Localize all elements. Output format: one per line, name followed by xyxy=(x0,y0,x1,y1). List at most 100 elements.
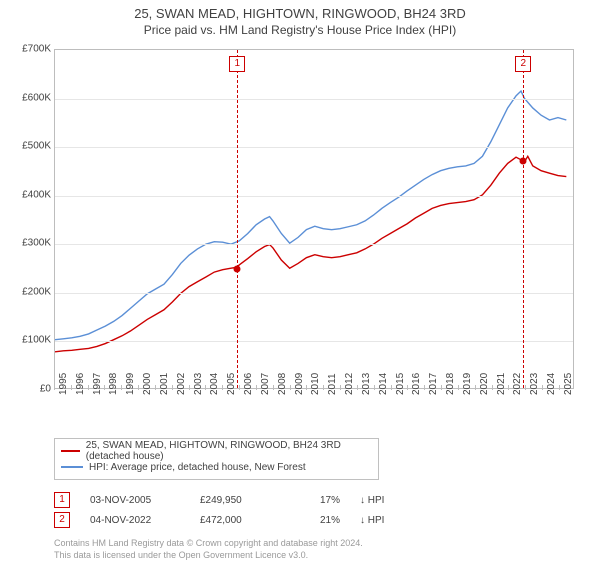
x-tick xyxy=(475,385,476,390)
transaction-badge: 2 xyxy=(54,512,70,528)
transaction-date: 04-NOV-2022 xyxy=(90,515,180,526)
y-tick-label: £600K xyxy=(9,92,51,103)
x-tick-label: 2021 xyxy=(496,373,507,395)
x-tick-label: 2002 xyxy=(176,373,187,395)
series-svg xyxy=(55,50,573,388)
legend-row: 25, SWAN MEAD, HIGHTOWN, RINGWOOD, BH24 … xyxy=(61,443,372,459)
marker-badge-2: 2 xyxy=(515,56,531,72)
gridline-h xyxy=(55,196,573,197)
transaction-pct: 21% xyxy=(300,515,340,526)
x-tick xyxy=(458,385,459,390)
chart-title-line2: Price paid vs. HM Land Registry's House … xyxy=(0,23,600,37)
x-tick-label: 2019 xyxy=(462,373,473,395)
transaction-badge: 1 xyxy=(54,492,70,508)
gridline-h xyxy=(55,293,573,294)
legend-swatch xyxy=(61,466,83,468)
x-tick xyxy=(155,385,156,390)
chart-title-block: 25, SWAN MEAD, HIGHTOWN, RINGWOOD, BH24 … xyxy=(0,6,600,37)
gridline-h xyxy=(55,244,573,245)
y-tick-label: £100K xyxy=(9,335,51,346)
marker-dot-2 xyxy=(520,157,527,164)
gridline-h xyxy=(55,147,573,148)
x-tick-label: 2025 xyxy=(563,373,574,395)
x-tick-label: 2014 xyxy=(378,373,389,395)
y-tick-label: £200K xyxy=(9,286,51,297)
footnote-line2: This data is licensed under the Open Gov… xyxy=(54,550,574,561)
legend-box: 25, SWAN MEAD, HIGHTOWN, RINGWOOD, BH24 … xyxy=(54,438,379,480)
x-tick xyxy=(71,385,72,390)
y-tick-label: £300K xyxy=(9,238,51,249)
gridline-h xyxy=(55,99,573,100)
x-tick xyxy=(290,385,291,390)
x-tick xyxy=(508,385,509,390)
x-tick xyxy=(424,385,425,390)
plot-area: 12 xyxy=(54,49,574,389)
x-tick xyxy=(374,385,375,390)
x-tick xyxy=(407,385,408,390)
x-tick-label: 1999 xyxy=(125,373,136,395)
y-tick-label: £0 xyxy=(9,384,51,395)
x-tick xyxy=(323,385,324,390)
x-tick-label: 2010 xyxy=(310,373,321,395)
x-tick-label: 2020 xyxy=(479,373,490,395)
x-tick xyxy=(525,385,526,390)
x-tick-label: 1995 xyxy=(58,373,69,395)
x-tick-label: 1998 xyxy=(108,373,119,395)
transaction-date: 03-NOV-2005 xyxy=(90,495,180,506)
x-tick xyxy=(222,385,223,390)
footnote-line1: Contains HM Land Registry data © Crown c… xyxy=(54,538,574,550)
marker-dot-1 xyxy=(234,265,241,272)
transaction-direction: ↓ HPI xyxy=(360,495,410,506)
marker-badge-1: 1 xyxy=(229,56,245,72)
footnote: Contains HM Land Registry data © Crown c… xyxy=(54,538,574,561)
transaction-row: 103-NOV-2005£249,95017%↓ HPI xyxy=(54,490,574,510)
x-tick-label: 2008 xyxy=(277,373,288,395)
x-tick-label: 2012 xyxy=(344,373,355,395)
x-tick xyxy=(256,385,257,390)
x-tick xyxy=(441,385,442,390)
y-tick-label: £700K xyxy=(9,44,51,55)
x-tick xyxy=(104,385,105,390)
series-hpi xyxy=(55,91,566,340)
transactions-table: 103-NOV-2005£249,95017%↓ HPI204-NOV-2022… xyxy=(54,490,574,530)
x-tick-label: 2023 xyxy=(529,373,540,395)
x-tick-label: 2017 xyxy=(428,373,439,395)
gridline-h xyxy=(55,341,573,342)
lower-panel: 25, SWAN MEAD, HIGHTOWN, RINGWOOD, BH24 … xyxy=(54,438,574,561)
x-tick xyxy=(340,385,341,390)
x-tick-label: 2011 xyxy=(327,373,338,395)
x-tick-label: 2022 xyxy=(512,373,523,395)
x-tick xyxy=(559,385,560,390)
x-tick xyxy=(492,385,493,390)
x-tick xyxy=(54,385,55,390)
legend-label: HPI: Average price, detached house, New … xyxy=(89,462,306,473)
x-tick-label: 2000 xyxy=(142,373,153,395)
x-tick xyxy=(121,385,122,390)
chart-title-line1: 25, SWAN MEAD, HIGHTOWN, RINGWOOD, BH24 … xyxy=(0,6,600,21)
x-tick-label: 2003 xyxy=(193,373,204,395)
x-tick-label: 2007 xyxy=(260,373,271,395)
transaction-pct: 17% xyxy=(300,495,340,506)
x-tick-label: 2015 xyxy=(395,373,406,395)
transaction-row: 2 04-NOV-2022 £472,000 21% ↓ HPI xyxy=(54,510,574,530)
x-tick xyxy=(542,385,543,390)
transaction-direction: ↓ HPI xyxy=(360,515,410,526)
y-tick-label: £400K xyxy=(9,189,51,200)
legend-label: 25, SWAN MEAD, HIGHTOWN, RINGWOOD, BH24 … xyxy=(86,440,372,462)
x-tick xyxy=(138,385,139,390)
x-tick xyxy=(391,385,392,390)
x-tick-label: 1996 xyxy=(75,373,86,395)
transaction-price: £472,000 xyxy=(200,515,280,526)
x-tick-label: 2005 xyxy=(226,373,237,395)
marker-line-1 xyxy=(237,50,238,388)
x-tick xyxy=(239,385,240,390)
legend-swatch xyxy=(61,450,80,452)
series-property xyxy=(55,156,566,352)
x-tick xyxy=(88,385,89,390)
x-tick xyxy=(357,385,358,390)
x-tick-label: 2024 xyxy=(546,373,557,395)
x-tick-label: 1997 xyxy=(92,373,103,395)
x-tick xyxy=(306,385,307,390)
x-tick xyxy=(273,385,274,390)
x-tick xyxy=(172,385,173,390)
